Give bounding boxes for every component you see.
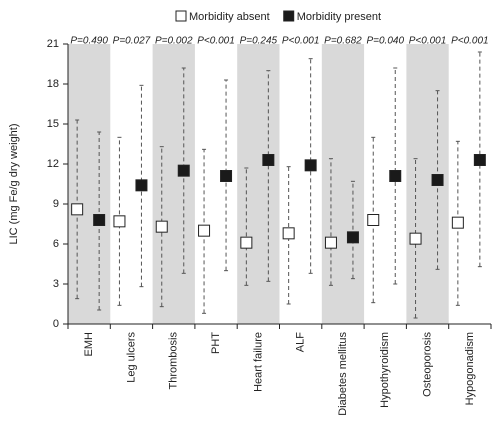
- x-tick-label: PHT: [210, 332, 222, 354]
- marker: [431, 174, 444, 186]
- x-tick-label: Leg ulcers: [125, 332, 137, 383]
- p-value: P<0.001: [451, 36, 489, 47]
- p-value: P=0.490: [70, 36, 108, 47]
- x-tick-label: EMH: [83, 332, 95, 357]
- y-tick-label: 15: [47, 118, 59, 130]
- x-tick-label: Hypothyroidism: [379, 332, 391, 408]
- legend-swatch: [175, 10, 187, 22]
- marker: [198, 224, 211, 237]
- marker: [346, 231, 359, 244]
- band: [152, 44, 195, 324]
- band: [68, 44, 111, 324]
- y-tick-label: 0: [53, 318, 59, 330]
- marker: [304, 159, 317, 172]
- marker: [324, 236, 337, 249]
- marker: [282, 227, 295, 240]
- legend-label: Morbidity present: [297, 11, 381, 23]
- x-tick-label: Heart failure: [252, 332, 264, 392]
- marker: [220, 170, 233, 182]
- p-value: P=0.682: [324, 36, 362, 47]
- marker: [409, 232, 422, 245]
- x-tick-label: Thrombosis: [168, 332, 180, 390]
- x-tick-label: ALF: [295, 332, 307, 352]
- p-value: P=0.027: [113, 36, 151, 47]
- marker: [451, 216, 464, 229]
- marker: [473, 154, 486, 166]
- marker: [93, 214, 106, 226]
- p-value: P=0.002: [155, 36, 193, 47]
- marker: [135, 179, 148, 192]
- marker: [177, 164, 190, 177]
- y-tick-label: 18: [47, 78, 59, 90]
- marker: [240, 236, 253, 249]
- marker: [155, 220, 168, 233]
- marker: [113, 215, 126, 228]
- marker: [389, 170, 402, 182]
- band: [237, 44, 280, 324]
- x-tick-label: Hypogonadism: [464, 332, 476, 405]
- marker: [262, 154, 275, 166]
- y-tick-label: 21: [47, 38, 59, 50]
- p-value: P<0.001: [409, 36, 447, 47]
- x-tick-label: Diabetes mellitus: [337, 332, 349, 416]
- y-axis-label: LIC (mg Fe/g dry weight): [8, 123, 20, 244]
- p-value: P<0.001: [282, 36, 320, 47]
- p-value: P<0.001: [197, 36, 235, 47]
- y-tick-label: 6: [53, 238, 59, 250]
- y-tick-label: 9: [53, 198, 59, 210]
- marker: [71, 203, 84, 216]
- y-tick-label: 12: [47, 158, 59, 170]
- marker: [367, 214, 380, 226]
- p-value: P=0.245: [240, 36, 278, 47]
- x-tick-label: Osteoporosis: [421, 332, 433, 397]
- legend-swatch: [283, 10, 295, 22]
- y-tick-label: 3: [53, 278, 59, 290]
- p-value: P=0.040: [366, 36, 404, 47]
- band: [321, 44, 365, 324]
- legend-label: Morbidity absent: [189, 11, 270, 23]
